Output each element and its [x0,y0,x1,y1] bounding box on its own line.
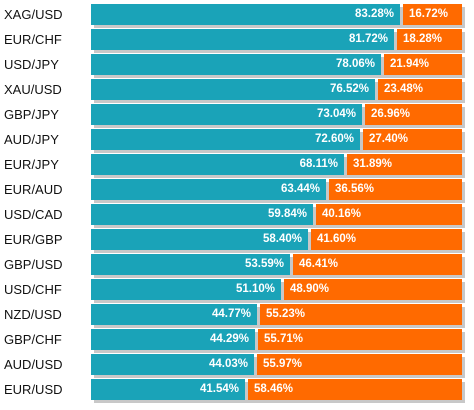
short-bar [293,254,462,275]
long-bar [91,154,344,175]
long-bar [91,329,255,350]
long-value-label: 63.44% [280,183,320,195]
pair-label: GBP/CHF [4,332,62,347]
long-bar [91,304,257,325]
pair-label: EUR/CHF [4,32,62,47]
short-value-label: 21.94% [390,58,430,70]
pair-label: AUD/JPY [4,132,59,147]
pair-label: USD/CHF [4,282,62,297]
short-value-label: 55.23% [266,308,306,320]
pair-label: EUR/JPY [4,157,59,172]
short-bar [378,79,462,100]
short-bar [284,279,462,300]
long-value-label: 44.29% [209,333,249,345]
pair-label: EUR/AUD [4,182,63,197]
long-value-label: 51.10% [235,283,275,295]
short-value-label: 26.96% [371,108,411,120]
short-value-label: 31.89% [353,158,393,170]
long-bar [91,79,375,100]
long-bar [91,54,381,75]
short-value-label: 16.72% [409,8,449,20]
short-bar [384,54,462,75]
long-value-label: 73.04% [316,108,356,120]
short-bar [316,204,462,225]
short-value-label: 46.41% [299,258,339,270]
short-bar [403,4,462,25]
long-bar [91,229,308,250]
pair-label: XAG/USD [4,7,63,22]
long-value-label: 59.84% [267,208,307,220]
long-value-label: 78.06% [335,58,375,70]
short-value-label: 27.40% [369,133,409,145]
long-bar [91,129,360,150]
long-bar [91,204,313,225]
short-bar [329,179,462,200]
long-bar [91,104,362,125]
long-value-label: 83.28% [354,8,394,20]
long-bar [91,379,245,400]
long-bar [91,29,394,50]
long-value-label: 72.60% [314,133,354,145]
short-bar [347,154,462,175]
short-bar [311,229,462,250]
short-bar [257,354,462,375]
long-bar [91,4,400,25]
long-value-label: 44.77% [211,308,251,320]
pair-label: USD/CAD [4,207,63,222]
short-bar [363,129,462,150]
short-value-label: 18.28% [403,33,443,45]
long-value-label: 53.59% [244,258,284,270]
long-value-label: 76.52% [329,83,369,95]
pair-label: EUR/GBP [4,232,63,247]
long-value-label: 41.54% [199,383,239,395]
short-value-label: 55.71% [264,333,304,345]
long-bar [91,179,326,200]
short-value-label: 23.48% [384,83,424,95]
short-value-label: 48.90% [290,283,330,295]
pair-label: GBP/JPY [4,107,59,122]
long-bar [91,354,254,375]
long-value-label: 81.72% [348,33,388,45]
short-value-label: 36.56% [335,183,375,195]
pair-label: USD/JPY [4,57,59,72]
short-value-label: 55.97% [263,358,303,370]
short-value-label: 40.16% [322,208,362,220]
pair-label: GBP/USD [4,257,63,272]
long-value-label: 68.11% [299,158,338,170]
long-bar [91,254,290,275]
short-bar [397,29,462,50]
short-value-label: 41.60% [317,233,357,245]
pair-label: XAU/USD [4,82,62,97]
pair-label: NZD/USD [4,307,62,322]
short-value-label: 58.46% [254,383,294,395]
short-bar [365,104,462,125]
pair-label: AUD/USD [4,357,63,372]
short-bar [260,304,462,325]
long-bar [91,279,281,300]
pair-label: EUR/USD [4,382,63,397]
long-value-label: 58.40% [262,233,302,245]
short-bar [248,379,462,400]
long-value-label: 44.03% [208,358,248,370]
short-bar [258,329,462,350]
